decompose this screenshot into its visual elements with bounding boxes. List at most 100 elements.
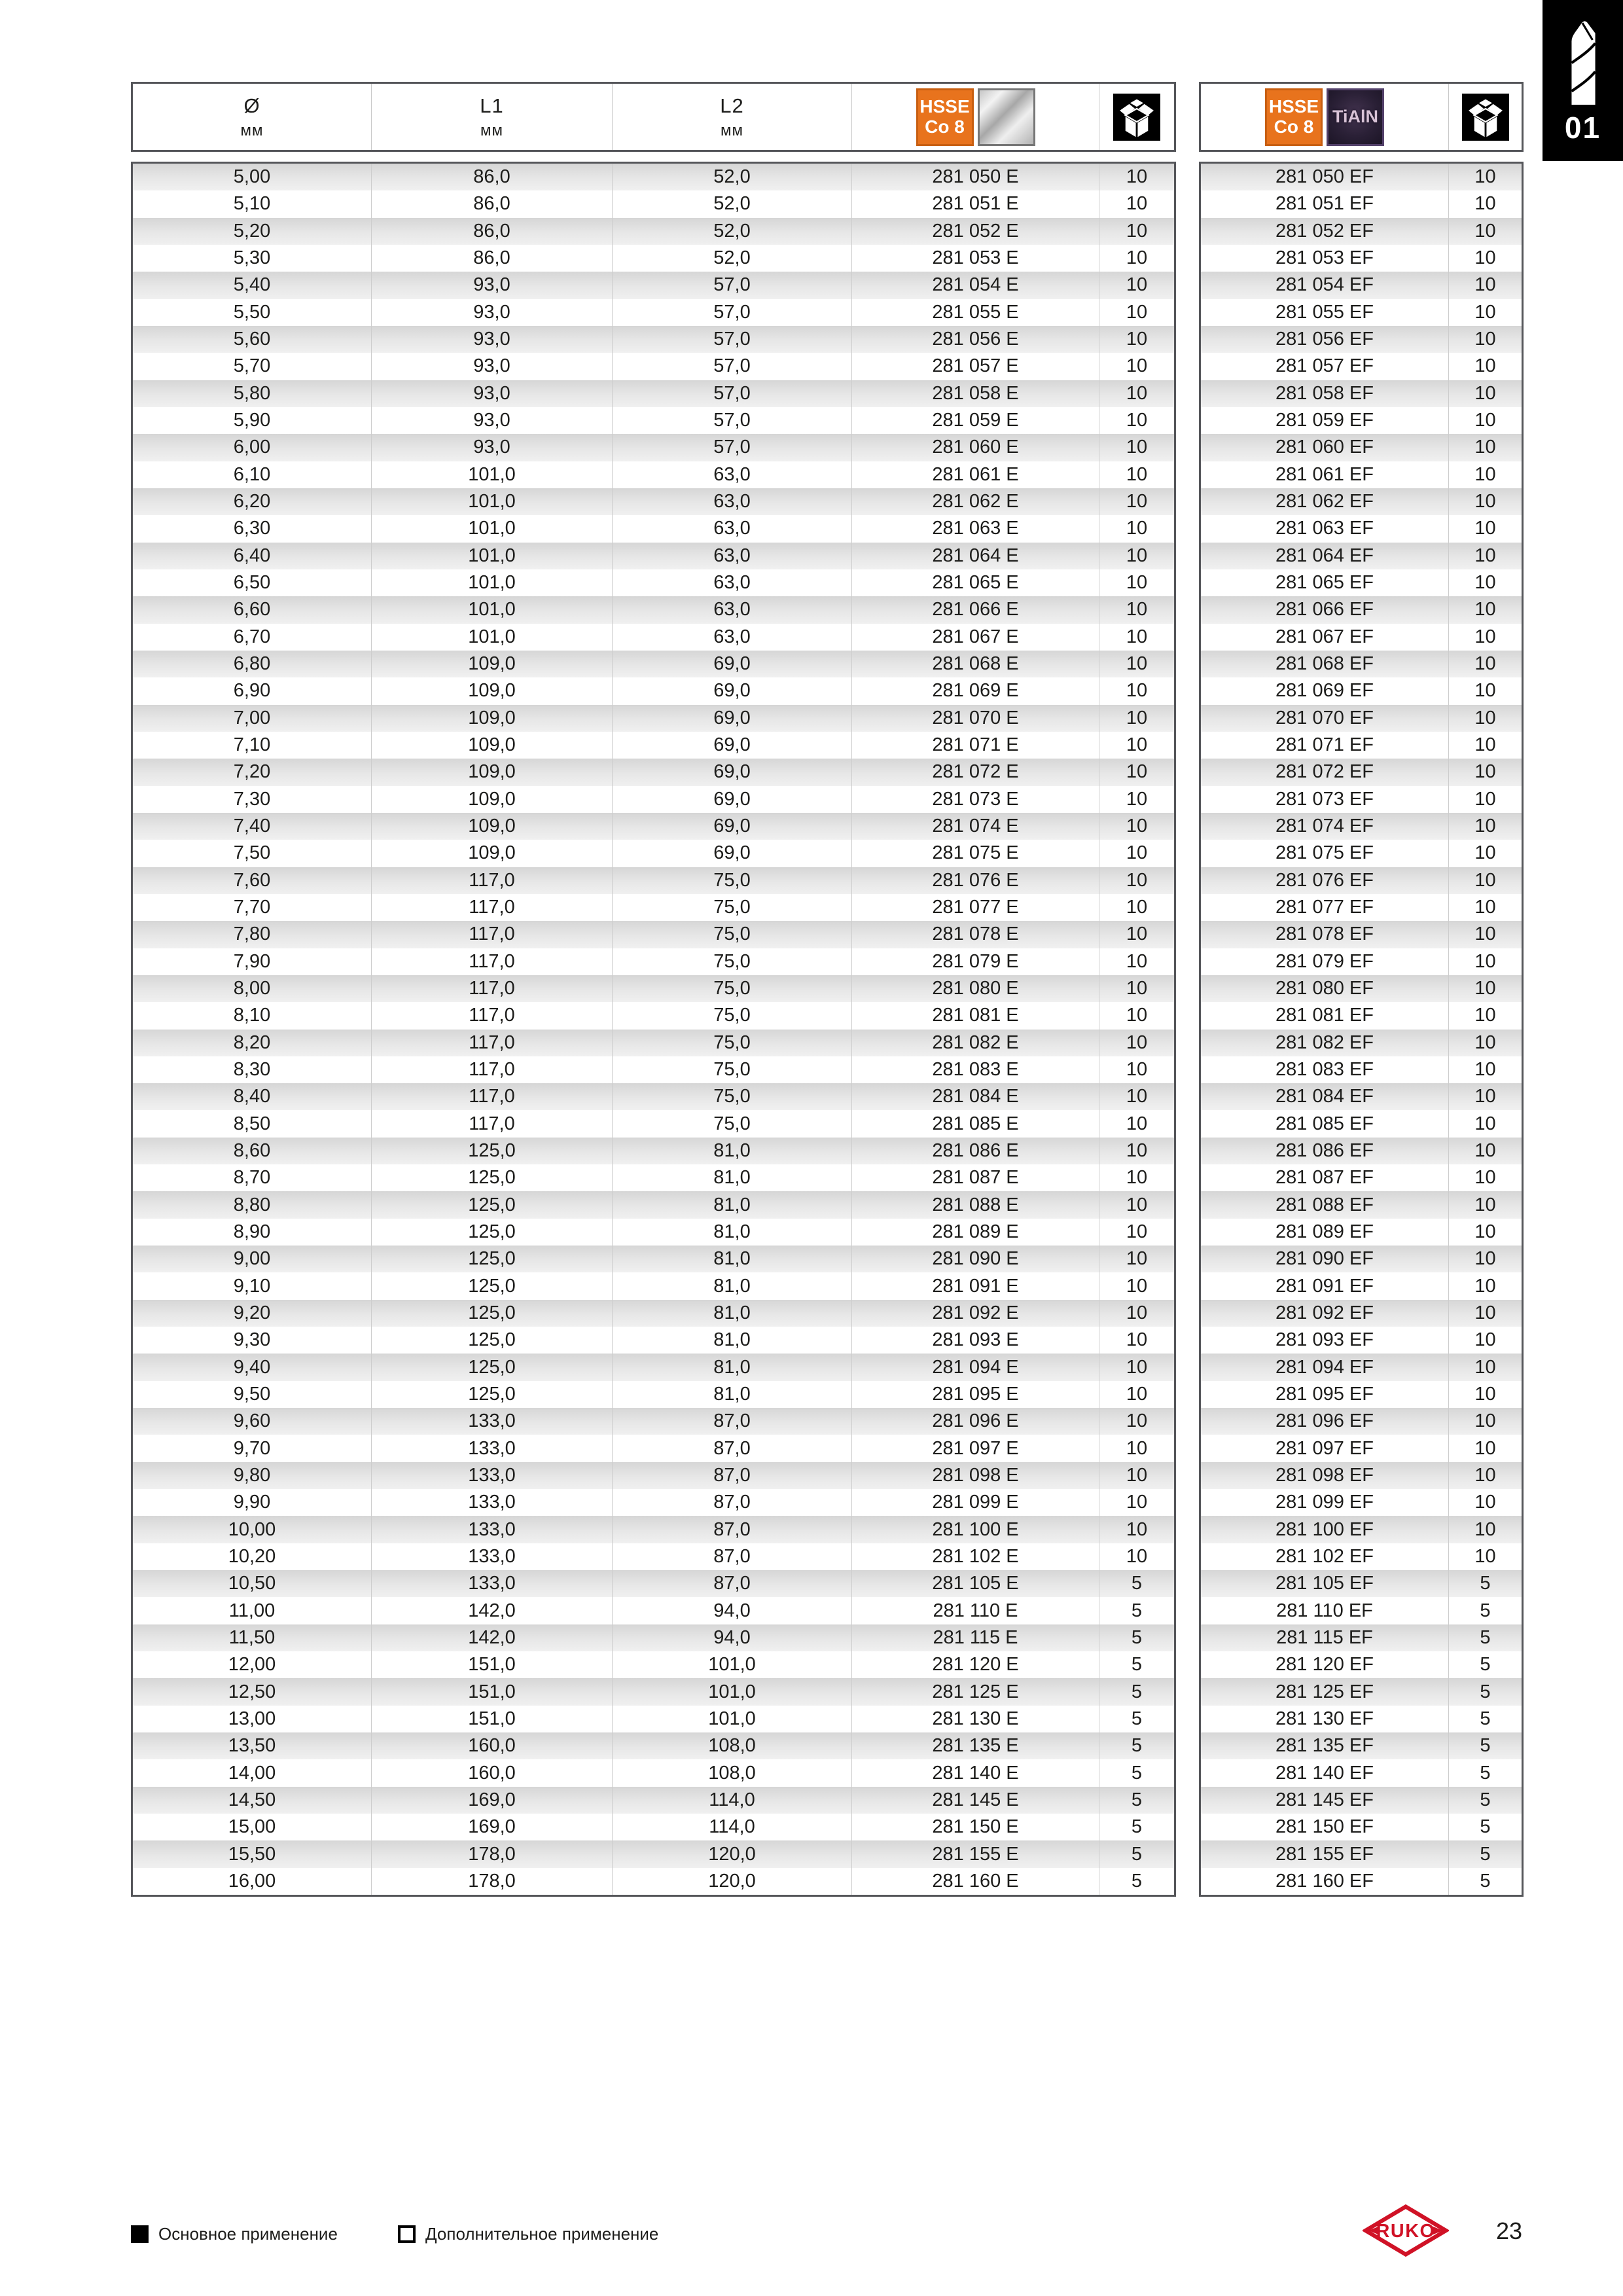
l1-unit: мм	[480, 121, 503, 139]
cell-article-tialn: 281 065 EF	[1201, 569, 1449, 597]
cell-pack-qty: 10	[1126, 1329, 1148, 1351]
cell-article-tialn: 281 073 EF	[1201, 785, 1449, 813]
cell-pack-qty: 10	[1474, 1302, 1496, 1323]
cell-l1: 117,0	[372, 975, 613, 1003]
table-row: 6,40 101,0 63,0 281 064 E 10	[133, 542, 1174, 569]
cell-pack-qty: 10	[1474, 301, 1496, 323]
cell-diameter: 7,70	[133, 893, 372, 922]
col-header-l1: L1 мм	[372, 84, 613, 150]
cell-diameter: 9,30	[133, 1327, 372, 1354]
cell-article-hsse: 281 120 E	[852, 1651, 1099, 1679]
cell-pack-qty: 10	[1126, 220, 1148, 242]
cell-pack-qty: 10	[1126, 1248, 1148, 1270]
l2-label: L2	[720, 94, 744, 117]
cell-diameter: 7,40	[133, 812, 372, 840]
cell-article-hsse: 281 077 E	[852, 893, 1099, 922]
table-row: 281 092 EF 10	[1201, 1299, 1522, 1327]
table-row: 281 081 EF 10	[1201, 1002, 1522, 1030]
cell-article-hsse: 281 090 E	[852, 1246, 1099, 1273]
cell-pack-qty: 10	[1126, 1275, 1148, 1297]
cell-l1: 93,0	[372, 380, 613, 407]
cell-l2: 57,0	[613, 353, 852, 380]
table-row: 12,50 151,0 101,0 281 125 E 5	[133, 1678, 1174, 1706]
cell-pack-qty: 5	[1131, 1789, 1143, 1810]
cell-l2: 114,0	[613, 1786, 852, 1814]
cell-l1: 101,0	[372, 515, 613, 543]
cell-article-hsse: 281 070 E	[852, 704, 1099, 732]
cell-l1: 178,0	[372, 1840, 613, 1868]
cell-pack-qty: 10	[1474, 1437, 1496, 1459]
cell-l1: 125,0	[372, 1380, 613, 1408]
cell-pack-qty: 10	[1126, 842, 1148, 864]
cell-diameter: 5,30	[133, 244, 372, 272]
cell-article-hsse: 281 073 E	[852, 785, 1099, 813]
cell-l1: 109,0	[372, 785, 613, 813]
table-row: 7,20 109,0 69,0 281 072 E 10	[133, 759, 1174, 786]
cell-diameter: 8,70	[133, 1164, 372, 1192]
table-row: 281 059 EF 10	[1201, 406, 1522, 435]
cell-pack-qty: 5	[1480, 1654, 1491, 1676]
table-row: 9,90 133,0 87,0 281 099 E 10	[133, 1489, 1174, 1516]
cell-pack-qty: 10	[1474, 788, 1496, 810]
table-row: 281 060 EF 10	[1201, 434, 1522, 461]
cell-pack-qty: 10	[1126, 1031, 1148, 1053]
col-header-l2: L2 мм	[613, 84, 852, 150]
table-row: 7,50 109,0 69,0 281 075 E 10	[133, 840, 1174, 867]
legend-primary: Основное применение	[131, 2224, 338, 2244]
table-row: 281 096 EF 10	[1201, 1408, 1522, 1435]
cell-article-hsse: 281 130 E	[852, 1705, 1099, 1733]
table-row: 281 067 EF 10	[1201, 623, 1522, 651]
cell-pack-qty: 10	[1474, 599, 1496, 620]
cell-pack-qty: 10	[1474, 1383, 1496, 1405]
cell-diameter: 9,60	[133, 1408, 372, 1435]
cell-article-tialn: 281 076 EF	[1201, 867, 1449, 894]
cell-l2: 63,0	[613, 461, 852, 488]
table-row: 6,50 101,0 63,0 281 065 E 10	[133, 569, 1174, 597]
table-row: 281 110 EF 5	[1201, 1597, 1522, 1624]
hsse-badge-line1: HSSE	[1268, 96, 1319, 117]
cell-article-tialn: 281 085 EF	[1201, 1110, 1449, 1138]
cell-article-hsse: 281 085 E	[852, 1110, 1099, 1138]
cell-pack-qty: 10	[1126, 978, 1148, 999]
cell-article-tialn: 281 077 EF	[1201, 893, 1449, 922]
table-hsse-co8-tialn: HSSE Co 8 TiAlN	[1199, 82, 1524, 1897]
cell-pack-qty: 10	[1126, 1545, 1148, 1567]
cell-l2: 81,0	[613, 1299, 852, 1327]
cell-l2: 57,0	[613, 298, 852, 326]
cell-l1: 101,0	[372, 623, 613, 651]
table-row: 14,50 169,0 114,0 281 145 E 5	[133, 1786, 1174, 1814]
cell-diameter: 7,00	[133, 704, 372, 732]
table-row: 9,60 133,0 87,0 281 096 E 10	[133, 1408, 1174, 1435]
cell-article-tialn: 281 050 EF	[1201, 164, 1449, 191]
cell-l1: 117,0	[372, 1002, 613, 1030]
page-number: 23	[1496, 2217, 1523, 2244]
cell-pack-qty: 5	[1131, 1843, 1143, 1865]
table-row: 9,80 133,0 87,0 281 098 E 10	[133, 1462, 1174, 1490]
table-row: 9,30 125,0 81,0 281 093 E 10	[133, 1327, 1174, 1354]
cell-article-hsse: 281 069 E	[852, 677, 1099, 705]
cell-article-tialn: 281 053 EF	[1201, 244, 1449, 272]
col-header-diameter: Ø мм	[133, 84, 372, 150]
table-row: 9,20 125,0 81,0 281 092 E 10	[133, 1299, 1174, 1327]
cell-l2: 94,0	[613, 1624, 852, 1652]
cell-pack-qty: 5	[1131, 1681, 1143, 1702]
cell-diameter: 11,50	[133, 1624, 372, 1652]
hsse-co8-badge: HSSE Co 8	[916, 88, 974, 146]
cell-pack-qty: 10	[1126, 897, 1148, 918]
cell-article-hsse: 281 059 E	[852, 406, 1099, 435]
cell-l2: 87,0	[613, 1516, 852, 1543]
cell-diameter: 9,00	[133, 1246, 372, 1273]
cell-article-hsse: 281 055 E	[852, 298, 1099, 326]
section-tab: 01	[1543, 0, 1623, 161]
cell-pack-qty: 10	[1474, 1464, 1496, 1486]
cell-article-hsse: 281 099 E	[852, 1489, 1099, 1516]
cell-diameter: 5,90	[133, 406, 372, 435]
cell-diameter: 7,90	[133, 948, 372, 975]
cell-l1: 109,0	[372, 840, 613, 867]
legend-secondary-label: Дополнительное применение	[425, 2224, 659, 2244]
cell-l1: 117,0	[372, 893, 613, 922]
cell-article-tialn: 281 088 EF	[1201, 1191, 1449, 1219]
table-row: 9,40 125,0 81,0 281 094 E 10	[133, 1354, 1174, 1381]
cell-l1: 93,0	[372, 406, 613, 435]
table-row: 8,60 125,0 81,0 281 086 E 10	[133, 1137, 1174, 1165]
